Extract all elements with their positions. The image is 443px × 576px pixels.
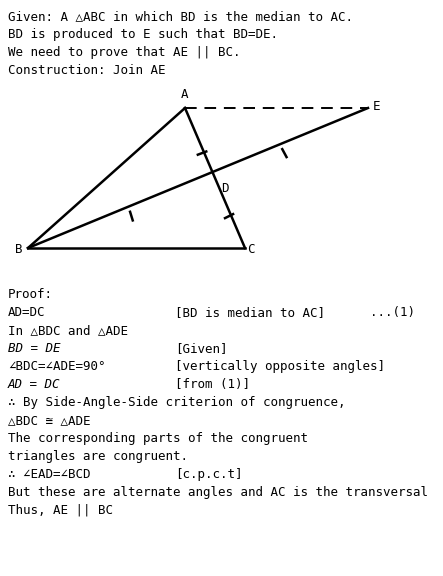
Text: The corresponding parts of the congruent: The corresponding parts of the congruent (8, 432, 308, 445)
Text: Proof:: Proof: (8, 288, 53, 301)
Text: ...(1): ...(1) (370, 306, 415, 319)
Text: ∠BDC=∠ADE=90°: ∠BDC=∠ADE=90° (8, 360, 105, 373)
Text: C: C (247, 243, 254, 256)
Text: ∴ By Side-Angle-Side criterion of congruence,: ∴ By Side-Angle-Side criterion of congru… (8, 396, 346, 409)
Text: AD = DC: AD = DC (8, 378, 61, 391)
Text: [Given]: [Given] (175, 342, 228, 355)
Text: D: D (221, 181, 229, 195)
Text: Construction: Join AE: Construction: Join AE (8, 64, 166, 77)
Text: △BDC ≅ △ADE: △BDC ≅ △ADE (8, 414, 90, 427)
Text: Given: A △ABC in which BD is the median to AC.: Given: A △ABC in which BD is the median … (8, 10, 353, 23)
Text: B: B (16, 243, 23, 256)
Text: But these are alternate angles and AC is the transversal: But these are alternate angles and AC is… (8, 486, 428, 499)
Text: [from (1)]: [from (1)] (175, 378, 250, 391)
Text: A: A (181, 88, 189, 101)
Text: BD is produced to E such that BD=DE.: BD is produced to E such that BD=DE. (8, 28, 278, 41)
Text: In △BDC and △ADE: In △BDC and △ADE (8, 324, 128, 337)
Text: [BD is median to AC]: [BD is median to AC] (175, 306, 325, 319)
Text: triangles are congruent.: triangles are congruent. (8, 450, 188, 463)
Text: We need to prove that AE || BC.: We need to prove that AE || BC. (8, 46, 241, 59)
Text: BD = DE: BD = DE (8, 342, 61, 355)
Text: [c.p.c.t]: [c.p.c.t] (175, 468, 242, 481)
Text: AD=DC: AD=DC (8, 306, 46, 319)
Text: E: E (373, 100, 381, 112)
Text: Thus, AE || BC: Thus, AE || BC (8, 504, 113, 517)
Text: ∴ ∠EAD=∠BCD: ∴ ∠EAD=∠BCD (8, 468, 90, 481)
Text: [vertically opposite angles]: [vertically opposite angles] (175, 360, 385, 373)
